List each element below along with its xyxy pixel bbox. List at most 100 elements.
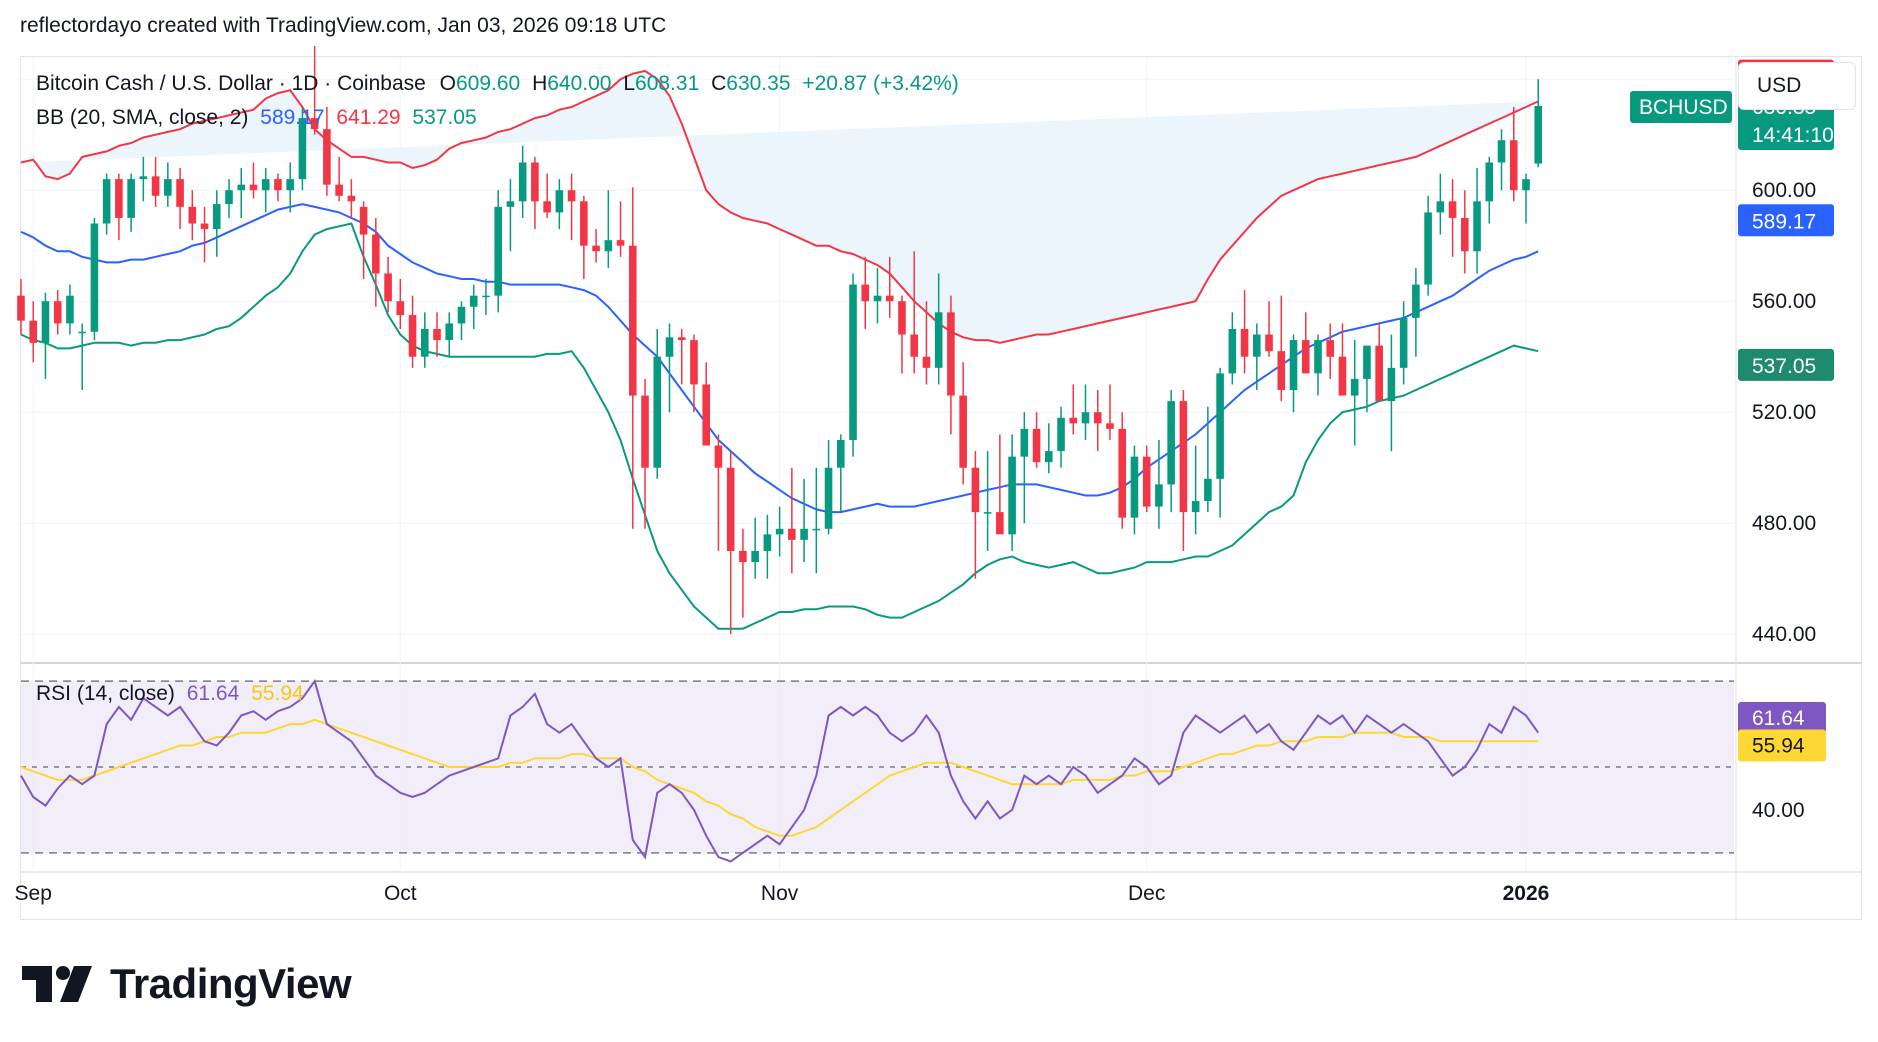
price-tick-label: 560.00 [1752, 290, 1816, 313]
candle-body [53, 301, 62, 324]
candle [1204, 406, 1212, 513]
candle [249, 162, 258, 199]
candle-body [66, 295, 74, 324]
candle-body [592, 245, 600, 252]
candle [739, 528, 747, 618]
candle-body [1412, 284, 1420, 318]
candle-body [347, 195, 356, 202]
candle-body [506, 201, 515, 207]
candle [1155, 439, 1163, 529]
candle-body [873, 295, 882, 302]
candle-body [1289, 340, 1298, 391]
ohlc-legend[interactable]: Bitcoin Cash / U.S. Dollar · 1D · Coinba… [36, 72, 959, 96]
candle-body [898, 301, 906, 335]
candle-body [751, 550, 759, 563]
candle-body [800, 528, 808, 540]
candle [861, 256, 870, 329]
candle [482, 279, 490, 316]
candle-body [604, 240, 613, 252]
bb-label: BB (20, SMA, close, 2) [36, 106, 249, 129]
candle [1045, 423, 1053, 474]
candle [1081, 384, 1090, 440]
bb-lower-line [20, 222, 1539, 630]
candle [139, 156, 148, 202]
currency-selector[interactable]: USD [1738, 62, 1856, 110]
candle-body [176, 179, 184, 207]
candle-body [1448, 201, 1457, 218]
candle [555, 179, 564, 230]
candle [702, 362, 710, 446]
bb-basis-line [20, 203, 1539, 514]
candle [200, 206, 209, 263]
candle [286, 162, 294, 213]
candle-body [41, 301, 50, 343]
candle-body [396, 301, 405, 316]
candle [359, 201, 368, 280]
candle-body [249, 184, 258, 191]
candle [90, 217, 99, 341]
candle [714, 434, 723, 551]
candle [127, 173, 135, 232]
candle [800, 478, 808, 563]
low-value: 608.31 [635, 72, 700, 95]
candle-body [1130, 456, 1139, 518]
candle [1363, 345, 1371, 413]
candle [1448, 179, 1457, 257]
candle [1008, 434, 1016, 551]
candles [17, 45, 1543, 635]
candle [347, 179, 356, 218]
candle-body [1093, 412, 1102, 424]
candle [641, 378, 649, 529]
candle-body [726, 467, 735, 551]
candle-body [518, 162, 527, 202]
rsi-level-label: 40.00 [1752, 799, 1805, 822]
candle [580, 195, 588, 280]
bollinger-fill [21, 70, 1539, 343]
candle-body [1253, 334, 1261, 357]
bb-basis-price-label-bg [1738, 204, 1834, 237]
low-label: L [623, 72, 636, 95]
rsi-legend[interactable]: RSI (14, close) 61.64 55.94 [36, 682, 304, 706]
rsi-ma-label-bg [1738, 729, 1826, 762]
candle [1387, 334, 1396, 452]
candle-body [151, 176, 160, 196]
candle [17, 279, 25, 335]
candle [1216, 367, 1224, 518]
candle [384, 256, 392, 313]
candle-body [1106, 423, 1114, 429]
candle-body [690, 340, 698, 385]
rsi-value-label-bg [1738, 702, 1826, 735]
tradingview-logo[interactable]: TradingView [22, 960, 352, 1008]
candle [396, 279, 405, 329]
time-tick-label: Sep [15, 882, 52, 905]
candle-body [335, 184, 343, 196]
candle [1106, 384, 1114, 440]
candle [1020, 412, 1029, 524]
candle [225, 179, 233, 218]
candle-body [1204, 478, 1212, 502]
candle [420, 312, 429, 368]
candle [690, 334, 698, 413]
candle-body [763, 534, 772, 551]
rsi-ma-value: 55.94 [251, 682, 304, 705]
candle [457, 301, 466, 341]
high-label: H [532, 72, 548, 95]
candle [996, 434, 1004, 535]
candle [469, 284, 478, 329]
candle-body [1338, 356, 1347, 396]
candle-body [17, 295, 25, 321]
candle-body [653, 356, 662, 468]
candle [1338, 323, 1347, 396]
candle [298, 106, 307, 191]
candle-body [310, 118, 319, 130]
candle [726, 451, 735, 635]
bb-legend[interactable]: BB (20, SMA, close, 2) 589.17 641.29 537… [36, 106, 477, 130]
axes: 440.00 480.00 520.00 560.00 600.00 Sep Oct Nov D… [15, 179, 1817, 905]
bb-basis-price-label-text: 589.17 [1752, 210, 1816, 233]
candle-body [812, 528, 821, 531]
candle-body [212, 204, 221, 230]
candle-body [102, 179, 111, 224]
candle-body [1045, 451, 1053, 463]
candle-body [457, 306, 466, 324]
